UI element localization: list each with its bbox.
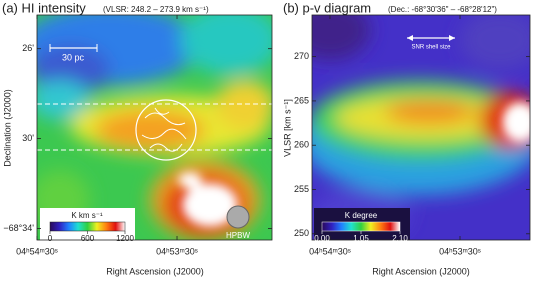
y-tick-label: 255 (294, 184, 309, 194)
beam-label: HPBW (226, 231, 250, 240)
colorbar (321, 221, 401, 232)
panel-title: (b) p-v diagram (283, 0, 371, 15)
colorbar (49, 221, 126, 232)
panel-subtitle: (VLSR: 248.2 – 273.9 km s⁻¹) (103, 5, 209, 14)
x-tick-label: 04ʰ53ᵐ30ˢ (156, 246, 198, 256)
x-tick-label: 04ʰ54ᵐ30ˢ (16, 246, 58, 256)
y-tick-label: 250 (294, 228, 309, 238)
shell-size-label: SNR shell size (411, 45, 451, 51)
y-axis-label: VLSR [km s⁻¹] (282, 99, 292, 157)
x-tick-label: 04ʰ53ᵐ30ˢ (439, 246, 481, 256)
colorbar-tick-label: 2.10 (392, 234, 408, 243)
scale-label: 30 pc (62, 52, 85, 62)
pv-map (312, 15, 530, 240)
y-tick-label: 26' (22, 43, 34, 53)
panel-subtitle: (Dec.: -68°30'36" – -68°28'12") (388, 5, 497, 14)
colorbar-label: K km s⁻¹ (71, 211, 103, 220)
panel-title: (a) HI intensity (2, 0, 86, 15)
y-tick-label: 30' (22, 133, 34, 143)
y-axis-label: Declination (J2000) (2, 89, 12, 167)
colorbar-tick-label: 1.05 (353, 234, 369, 243)
y-tick-label: 270 (294, 51, 309, 61)
colorbar-tick-label: 600 (81, 234, 95, 243)
colorbar-tick-label: 0 (48, 234, 53, 243)
colorbar-tick-label: 0.00 (314, 234, 330, 243)
y-tick-label: 265 (294, 95, 309, 105)
y-tick-label: −68°34' (3, 223, 34, 233)
x-axis-label: Right Ascension (J2000) (372, 266, 470, 276)
intensity-map (37, 15, 272, 240)
x-tick-label: 04ʰ54ᵐ30ˢ (309, 246, 351, 256)
x-axis-label: Right Ascension (J2000) (106, 266, 204, 276)
colorbar-tick-label: 1200 (116, 234, 134, 243)
colorbar-label: K degree (345, 211, 378, 220)
y-tick-label: 260 (294, 140, 309, 150)
